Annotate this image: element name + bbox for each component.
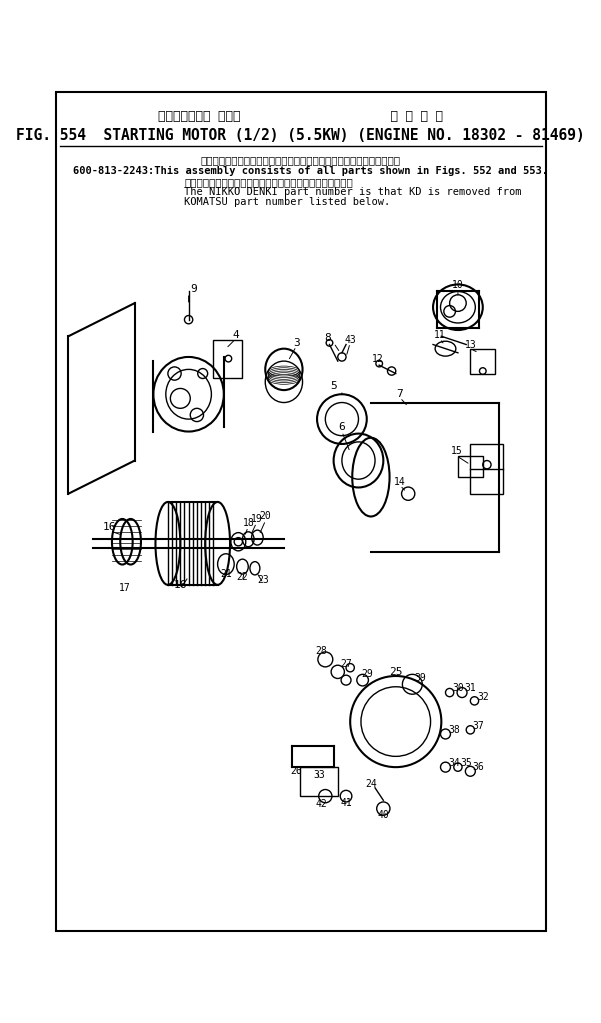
Text: 43: 43 [344,336,356,346]
Text: 9: 9 [190,284,197,294]
Text: スターティング モータ                    適 用 号 機: スターティング モータ 適 用 号 機 [158,110,443,123]
Text: 28: 28 [316,647,327,656]
Text: 26: 26 [290,766,302,776]
Text: 40: 40 [377,810,389,820]
Text: 37: 37 [473,721,484,730]
Text: 3: 3 [293,338,300,348]
Text: 品番のメーカ記号ＫＤを除いたものが日興電機の品番です．: 品番のメーカ記号ＫＤを除いたものが日興電機の品番です． [185,177,353,187]
Bar [458,456,483,477]
Text: 29: 29 [361,669,373,679]
Text: 31: 31 [465,683,476,694]
Text: 7: 7 [397,389,403,399]
Text: 22: 22 [237,573,248,582]
Text: 36: 36 [473,762,484,772]
Text: 8: 8 [325,332,331,343]
Text: 23: 23 [257,575,269,585]
Bar [471,349,495,373]
Text: 17: 17 [119,583,130,593]
Text: 16: 16 [174,580,187,590]
Text: 11: 11 [434,329,445,340]
Bar [213,341,242,377]
Text: 24: 24 [365,779,377,789]
Bar [471,444,504,494]
Text: 19: 19 [251,514,263,524]
Text: 15: 15 [450,446,462,455]
Text: 5: 5 [330,381,337,391]
Text: 41: 41 [340,798,352,808]
Text: 21: 21 [220,569,232,579]
Text: 13: 13 [465,340,476,350]
Text: 10: 10 [452,280,464,290]
Text: 35: 35 [460,758,472,768]
Bar [300,767,338,796]
Text: 600-813-2243:This assembly consists of all parts shown in Figs. 552 and 553.: 600-813-2243:This assembly consists of a… [73,167,548,176]
Text: 34: 34 [448,758,460,768]
Text: 20: 20 [260,512,272,521]
Text: FIG. 554  STARTING MOTOR (1/2) (5.5KW) (ENGINE NO. 18302 - 81469): FIG. 554 STARTING MOTOR (1/2) (5.5KW) (E… [16,128,585,143]
Text: 12: 12 [371,354,383,363]
Text: 39: 39 [415,673,427,682]
Text: The NIKKO DENKI part number is that KD is removed from: The NIKKO DENKI part number is that KD i… [185,187,522,197]
Text: 42: 42 [316,799,327,808]
Text: 33: 33 [314,770,325,781]
Text: 32: 32 [477,692,489,702]
Text: 14: 14 [394,477,406,487]
Text: KOMATSU part number listed below.: KOMATSU part number listed below. [185,197,391,207]
Text: 38: 38 [448,725,460,735]
Text: 18: 18 [242,518,254,528]
Text: 4: 4 [233,329,239,340]
Text: このアセンブリの構成部品は第５５２図および第５５３図を含みます．: このアセンブリの構成部品は第５５２図および第５５３図を含みます． [201,155,400,166]
Text: 27: 27 [340,659,352,669]
Text: 30: 30 [452,683,464,694]
Text: 6: 6 [338,422,346,433]
Text: 25: 25 [389,667,403,677]
Text: 16: 16 [103,522,117,532]
